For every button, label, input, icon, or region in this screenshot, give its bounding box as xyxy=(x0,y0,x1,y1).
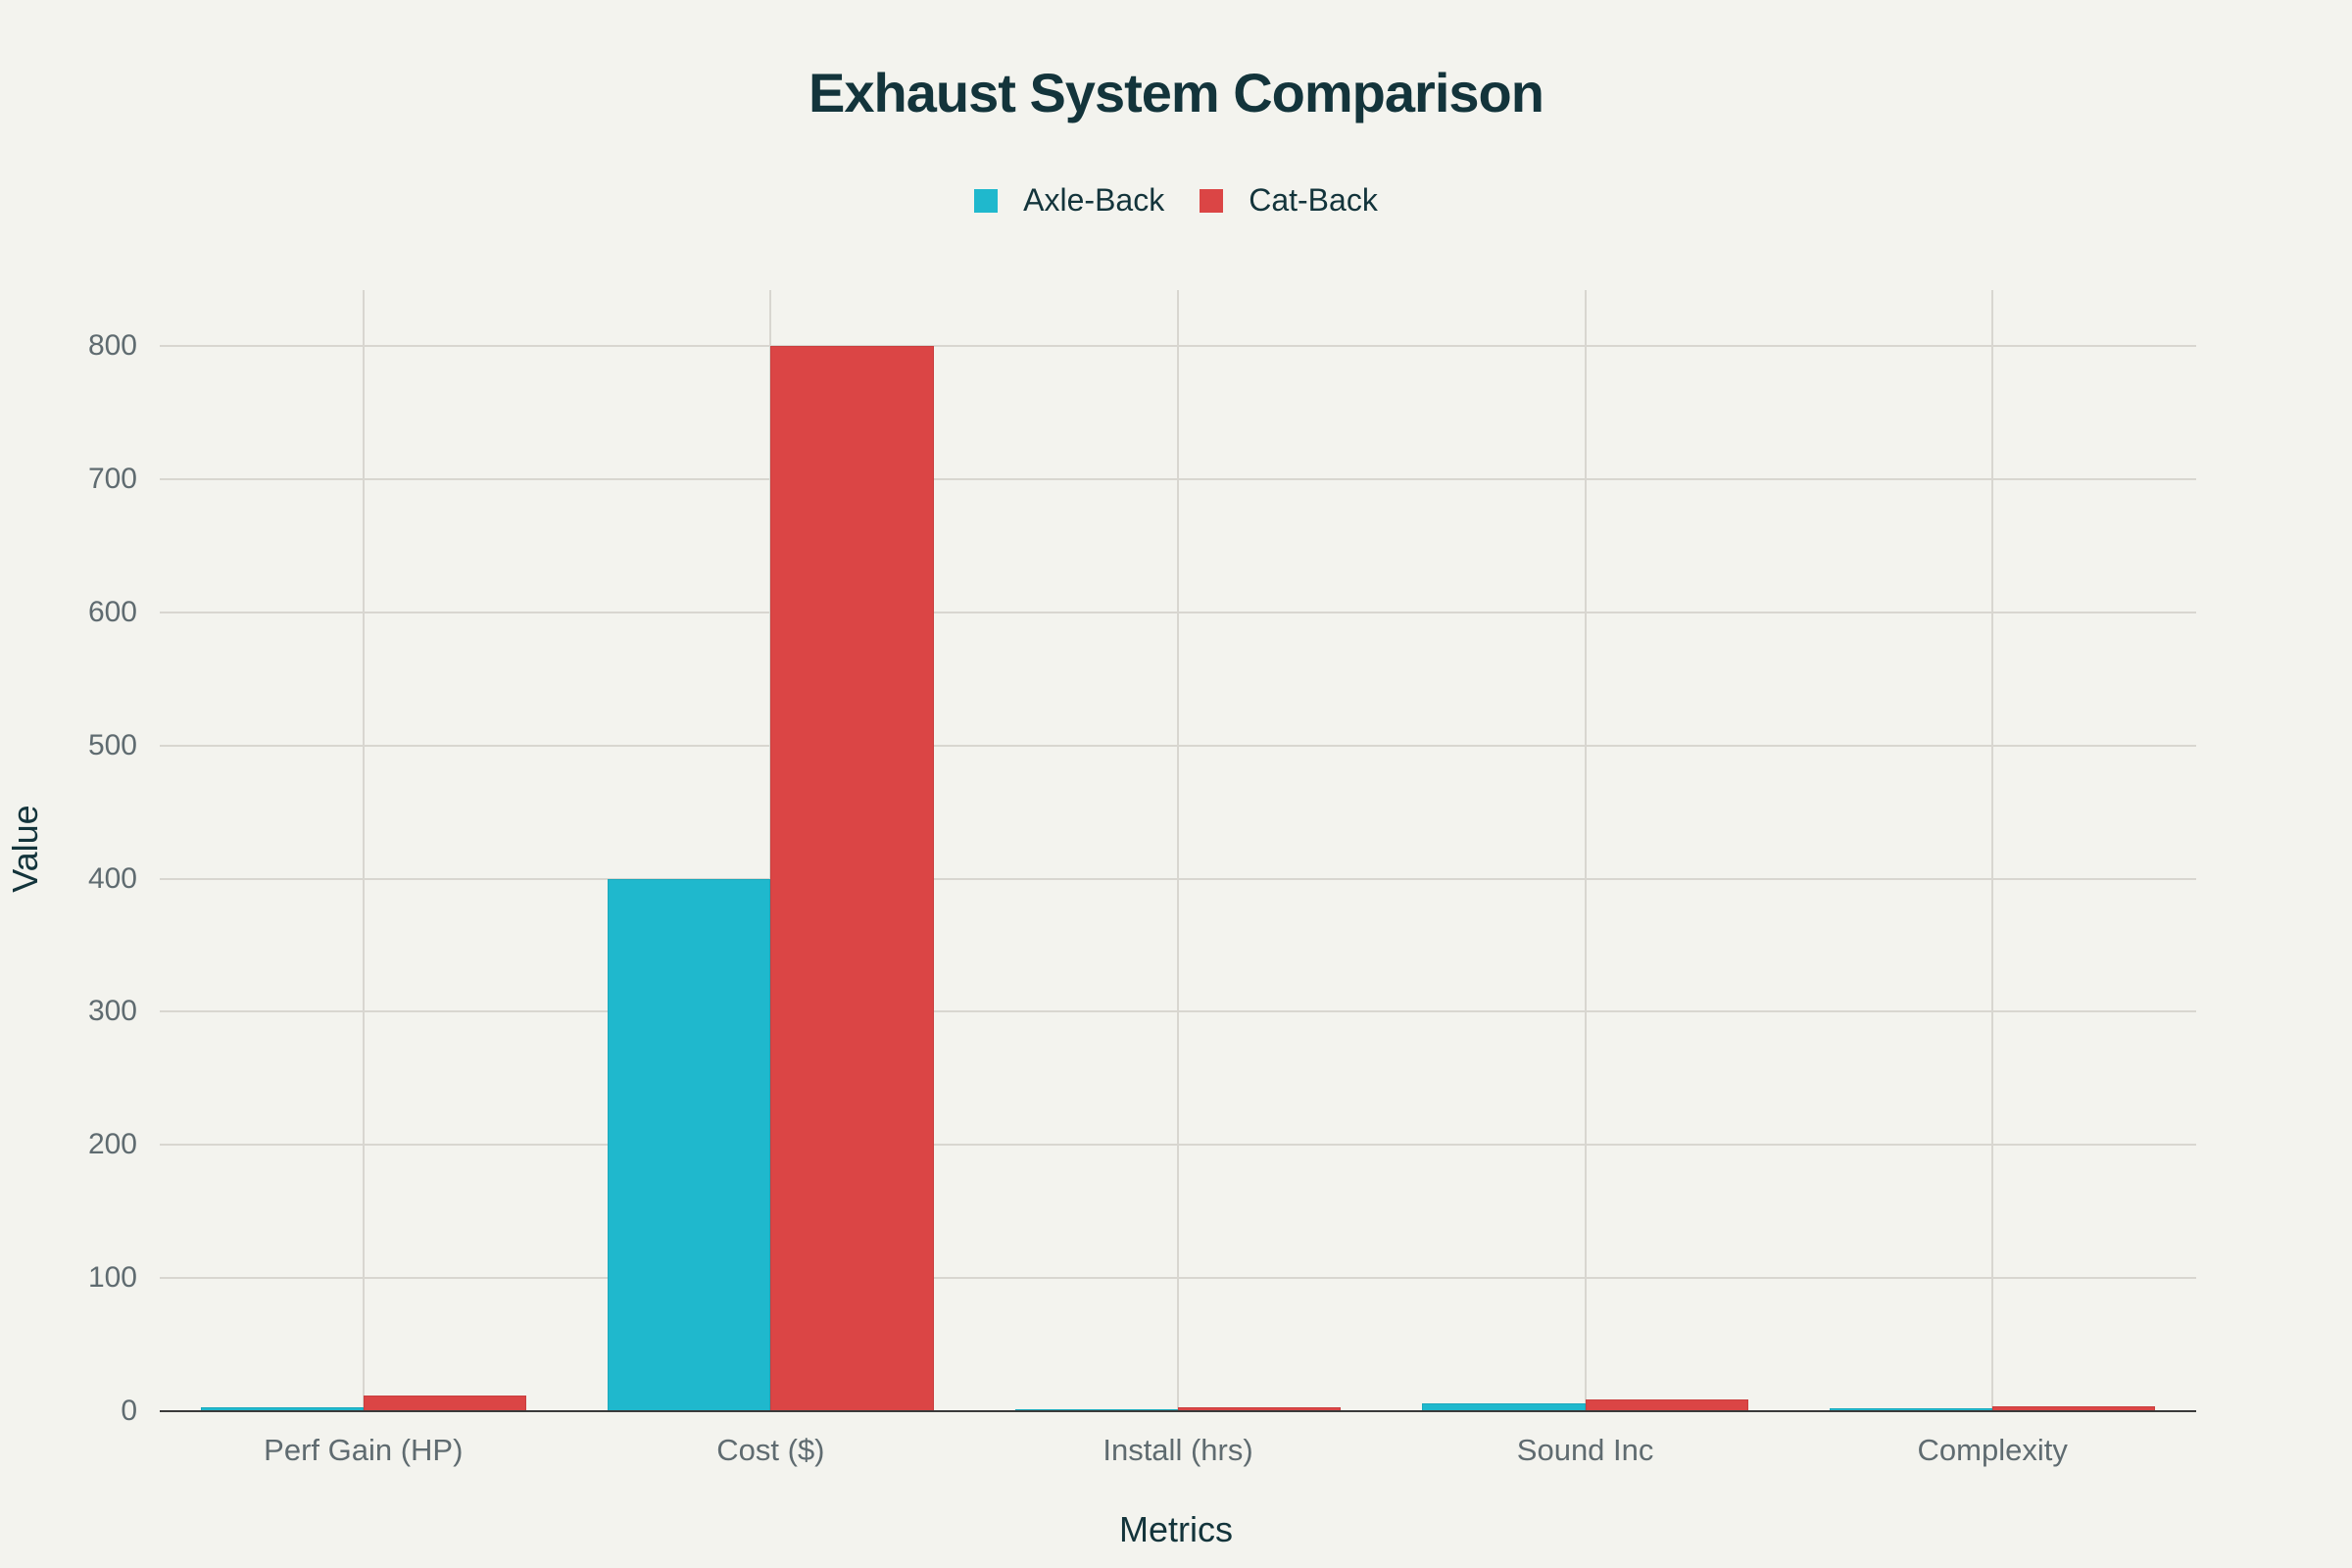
gridline-vertical xyxy=(1177,290,1179,1411)
x-axis-label: Metrics xyxy=(1119,1509,1233,1549)
y-axis-label: Value xyxy=(5,805,45,893)
x-tick-label: Complexity xyxy=(1917,1433,2068,1467)
bar-cat-back-0[interactable] xyxy=(363,1395,527,1411)
y-tick-label: 100 xyxy=(87,1261,137,1295)
legend-swatch-axle-back xyxy=(974,188,999,213)
legend-item-axle-back[interactable]: Axle-Back xyxy=(974,182,1164,219)
y-tick-label: 700 xyxy=(87,462,137,495)
legend-swatch-cat-back xyxy=(1200,188,1224,213)
y-tick-label: 400 xyxy=(87,861,137,895)
bar-axle-back-1[interactable] xyxy=(608,878,771,1411)
y-tick-label: 200 xyxy=(87,1128,137,1161)
bar-cat-back-1[interactable] xyxy=(770,346,934,1411)
y-tick-label: 600 xyxy=(87,595,137,628)
y-tick-label: 0 xyxy=(121,1395,137,1427)
x-tick-label: Cost ($) xyxy=(716,1433,825,1467)
plot-area xyxy=(160,290,2196,1412)
legend-label: Cat-Back xyxy=(1249,182,1378,218)
x-tick-label: Perf Gain (HP) xyxy=(264,1433,464,1467)
legend: Axle-Back Cat-Back xyxy=(0,182,2352,219)
x-tick-label: Install (hrs) xyxy=(1102,1433,1253,1467)
legend-label: Axle-Back xyxy=(1023,182,1165,218)
legend-item-cat-back[interactable]: Cat-Back xyxy=(1200,182,1378,219)
chart-title: Exhaust System Comparison xyxy=(808,62,1544,123)
y-tick-label: 800 xyxy=(87,329,137,362)
y-tick-label: 300 xyxy=(87,995,137,1028)
x-tick-label: Sound Inc xyxy=(1516,1433,1654,1467)
gridline-vertical xyxy=(1991,290,1994,1411)
y-tick-label: 500 xyxy=(87,728,137,761)
x-axis-line xyxy=(160,1410,2196,1412)
gridline-vertical xyxy=(1584,290,1587,1411)
gridline-vertical xyxy=(362,290,365,1411)
